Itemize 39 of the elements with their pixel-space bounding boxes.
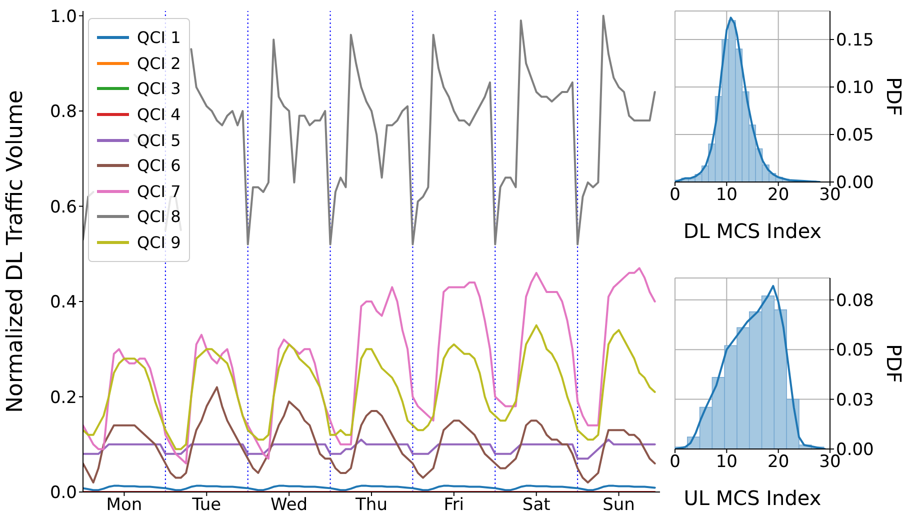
y-tick-label: 0.03 xyxy=(836,390,874,410)
legend-label: QCI 6 xyxy=(137,156,181,176)
y-tick-label: 0.08 xyxy=(836,290,874,311)
legend-label: QCI 4 xyxy=(137,105,181,124)
x-tick-label: 20 xyxy=(768,452,790,472)
x-axis-title: UL MCS Index xyxy=(684,486,822,510)
x-tick-label: Fri xyxy=(444,495,464,516)
y-tick-label: 0.05 xyxy=(836,340,874,361)
x-tick-label: Mon xyxy=(106,495,142,516)
x-tick-label: Sat xyxy=(522,495,551,516)
legend-label: QCI 1 xyxy=(137,28,181,48)
y-tick-label: 1.0 xyxy=(50,6,77,27)
y-tick-label: 0.6 xyxy=(50,197,77,218)
x-tick-label: Wed xyxy=(270,495,308,516)
legend-label: QCI 2 xyxy=(137,54,181,73)
x-tick-label: 0 xyxy=(670,185,680,206)
y-tick-label: 0.8 xyxy=(50,102,77,122)
legend-label: QCI 8 xyxy=(137,207,181,226)
x-tick-label: 20 xyxy=(768,185,790,206)
y-axis-title: PDF xyxy=(882,344,906,383)
legend-label: QCI 5 xyxy=(137,130,181,150)
y-tick-label: 0.10 xyxy=(836,78,874,98)
y-axis-title: PDF xyxy=(882,77,906,116)
y-tick-label: 0.0 xyxy=(50,483,77,504)
legend-label: QCI 3 xyxy=(137,79,181,98)
x-axis-title: DL MCS Index xyxy=(683,219,822,243)
legend-label: QCI 9 xyxy=(137,233,181,252)
legend-label: QCI 7 xyxy=(137,182,181,201)
x-tick-label: 10 xyxy=(716,185,738,206)
y-axis-title: Normalized DL Traffic Volume xyxy=(2,90,28,413)
y-tick-label: 0.2 xyxy=(50,388,77,408)
x-tick-label: 10 xyxy=(716,452,738,472)
x-tick-label: Sun xyxy=(602,495,635,516)
x-tick-label: Tue xyxy=(191,495,222,516)
y-tick-label: 0.15 xyxy=(836,30,874,51)
x-tick-label: 0 xyxy=(670,452,680,472)
y-tick-label: 0.05 xyxy=(836,126,874,146)
x-tick-label: Thu xyxy=(354,495,388,516)
y-tick-label: 0.4 xyxy=(50,292,77,313)
